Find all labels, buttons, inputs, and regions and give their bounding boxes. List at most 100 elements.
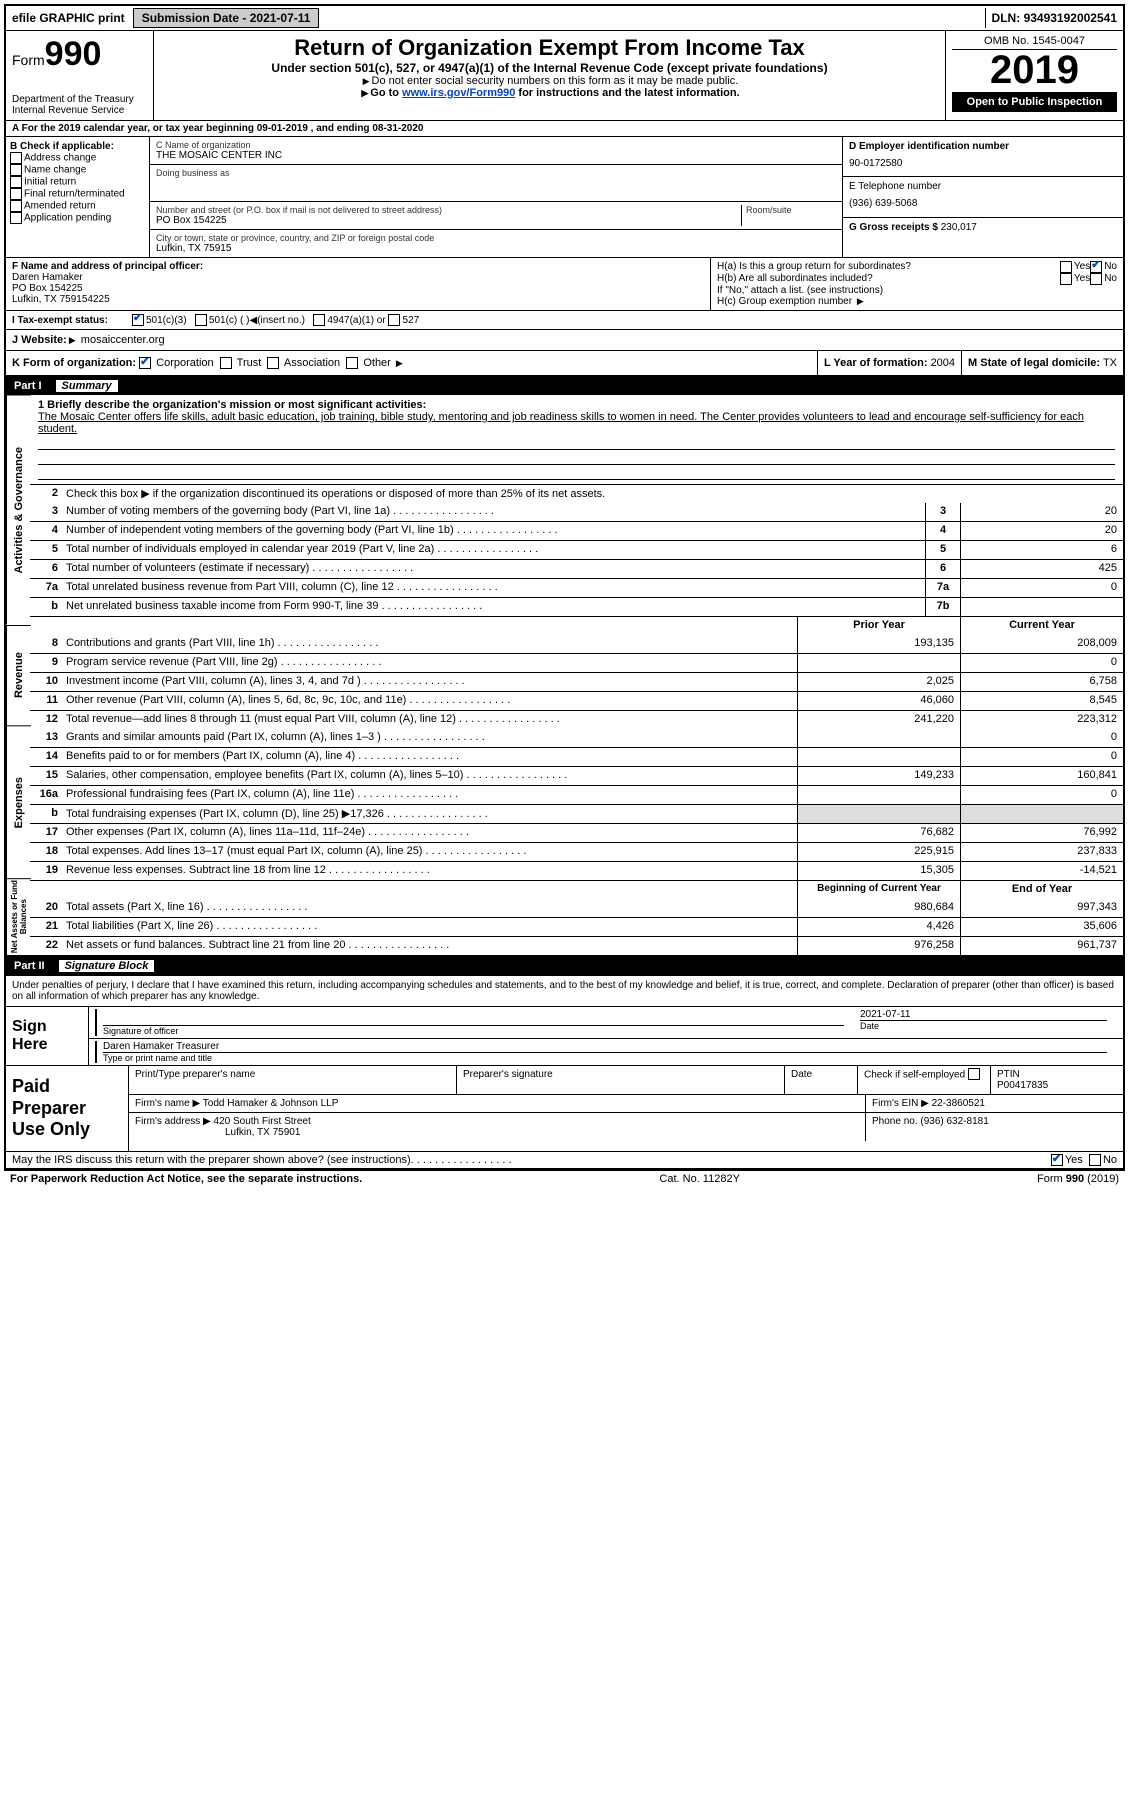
chk-527[interactable] [388,314,400,326]
summary-line: 9Program service revenue (Part VIII, lin… [30,653,1123,672]
row-j: J Website: mosaiccenter.org [6,330,1123,351]
column-b: B Check if applicable: Address change Na… [6,137,150,257]
phone: (936) 639-5068 [849,198,1117,209]
summary-line: 10Investment income (Part VIII, column (… [30,672,1123,691]
discuss-row: May the IRS discuss this return with the… [6,1152,1123,1169]
summary-line: 12Total revenue—add lines 8 through 11 (… [30,710,1123,729]
summary-line: 11Other revenue (Part VIII, column (A), … [30,691,1123,710]
tax-year: 2019 [952,50,1117,90]
row-a: A For the 2019 calendar year, or tax yea… [6,121,1123,137]
open-public-badge: Open to Public Inspection [952,92,1117,112]
sig-date: 2021-07-11 [860,1009,1107,1020]
form-number: Form990 [12,35,147,74]
chk-assoc[interactable] [267,357,279,369]
discuss-no[interactable] [1089,1154,1101,1166]
header: Form990 Department of the Treasury Inter… [6,31,1123,121]
summary-line: 18Total expenses. Add lines 13–17 (must … [30,842,1123,861]
paperwork-notice: For Paperwork Reduction Act Notice, see … [10,1173,362,1185]
chk-initial[interactable]: Initial return [10,176,145,188]
chk-4947[interactable] [313,314,325,326]
form-container: efile GRAPHIC print Submission Date - 20… [4,4,1125,1171]
org-name: THE MOSAIC CENTER INC [156,150,836,161]
website: mosaiccenter.org [81,334,165,346]
summary-line: 7aTotal unrelated business revenue from … [30,578,1123,597]
sig-name: Daren Hamaker Treasurer [103,1041,1107,1052]
firm-ein: Firm's EIN ▶ 22-3860521 [866,1095,1123,1112]
irs-link[interactable]: www.irs.gov/Form990 [402,87,515,99]
summary-line: 6Total number of volunteers (estimate if… [30,559,1123,578]
street-address: PO Box 154225 [156,215,741,226]
chk-501c3[interactable] [132,314,144,326]
sign-here-label: Sign Here [6,1007,89,1065]
summary-line: 15Salaries, other compensation, employee… [30,766,1123,785]
chk-corp[interactable] [139,357,151,369]
chk-other[interactable] [346,357,358,369]
summary-line: 3Number of voting members of the governi… [30,503,1123,521]
summary-line: 16aProfessional fundraising fees (Part I… [30,785,1123,804]
summary-line: 19Revenue less expenses. Subtract line 1… [30,861,1123,880]
line2: Check this box ▶ if the organization dis… [62,485,1123,503]
ha-no[interactable] [1090,261,1102,273]
footer: For Paperwork Reduction Act Notice, see … [4,1171,1125,1187]
dln-cell: DLN: 93493192002541 [985,8,1123,28]
summary-line: 4Number of independent voting members of… [30,521,1123,540]
hdr-end: End of Year [960,881,1123,899]
submission-date-button[interactable]: Submission Date - 2021-07-11 [133,8,320,28]
chk-name[interactable]: Name change [10,164,145,176]
prep-date-label: Date [785,1066,858,1094]
part2-header: Part IISignature Block [6,957,1123,975]
chk-amended[interactable]: Amended return [10,200,145,212]
row-i: I Tax-exempt status: 501(c)(3) 501(c) ( … [6,311,1123,330]
discuss-yes[interactable] [1051,1154,1063,1166]
form-title: Return of Organization Exempt From Incom… [160,35,939,61]
prep-label: Paid Preparer Use Only [6,1066,129,1151]
col-h: H(a) Is this a group return for subordin… [711,258,1123,310]
chk-self-employed[interactable] [968,1068,980,1080]
chk-address[interactable]: Address change [10,152,145,164]
summary-line: 8Contributions and grants (Part VIII, li… [30,635,1123,653]
column-c: C Name of organization THE MOSAIC CENTER… [150,137,842,257]
vtab-rev: Revenue [6,625,31,725]
row-f-h: F Name and address of principal officer:… [6,258,1123,311]
hdr-current: Current Year [960,617,1123,635]
chk-501c[interactable] [195,314,207,326]
efile-label: efile GRAPHIC print [6,8,131,28]
vtab-exp: Expenses [6,725,31,878]
form-subtitle: Under section 501(c), 527, or 4947(a)(1)… [160,61,939,75]
ssn-note: Do not enter social security numbers on … [160,75,939,87]
chk-final[interactable]: Final return/terminated [10,188,145,200]
chk-pending[interactable]: Application pending [10,212,145,224]
section-b-to-g: B Check if applicable: Address change Na… [6,137,1123,258]
row-k-l-m: K Form of organization: Corporation Trus… [6,351,1123,377]
top-bar: efile GRAPHIC print Submission Date - 20… [6,6,1123,31]
gross-receipts: 230,017 [941,222,977,233]
summary-line: 22Net assets or fund balances. Subtract … [30,936,1123,955]
summary-line: 5Total number of individuals employed in… [30,540,1123,559]
link-note: Go to www.irs.gov/Form990 for instructio… [160,87,939,99]
sig-officer-label: Signature of officer [103,1025,844,1036]
form-ref: Form 990 (2019) [1037,1173,1119,1185]
ein: 90-0172580 [849,158,1117,169]
penalties-text: Under penalties of perjury, I declare th… [6,975,1123,1006]
firm-addr: Firm's address ▶ 420 South First Street [135,1116,859,1127]
summary-line: 13Grants and similar amounts paid (Part … [30,729,1123,747]
header-mid: Return of Organization Exempt From Incom… [154,31,946,120]
cat-no: Cat. No. 11282Y [659,1173,740,1185]
paid-preparer-block: Paid Preparer Use Only Print/Type prepar… [6,1065,1123,1152]
dept-label: Department of the Treasury Internal Reve… [12,94,147,116]
sign-here-block: Sign Here Signature of officer 2021-07-1… [6,1006,1123,1065]
part1-body: Activities & Governance Revenue Expenses… [6,395,1123,957]
header-right: OMB No. 1545-0047 2019 Open to Public In… [946,31,1123,120]
summary-line: 14Benefits paid to or for members (Part … [30,747,1123,766]
hdr-prior: Prior Year [797,617,960,635]
firm-name: Firm's name ▶ Todd Hamaker & Johnson LLP [129,1095,866,1112]
hb-no[interactable] [1090,273,1102,285]
col-f: F Name and address of principal officer:… [6,258,711,310]
hb-yes[interactable] [1060,273,1072,285]
mission-text: The Mosaic Center offers life skills, ad… [38,411,1115,435]
chk-trust[interactable] [220,357,232,369]
summary-line: bNet unrelated business taxable income f… [30,597,1123,616]
ha-yes[interactable] [1060,261,1072,273]
vtab-net: Net Assets or Fund Balances [6,878,31,955]
prep-sig-label: Preparer's signature [457,1066,785,1094]
